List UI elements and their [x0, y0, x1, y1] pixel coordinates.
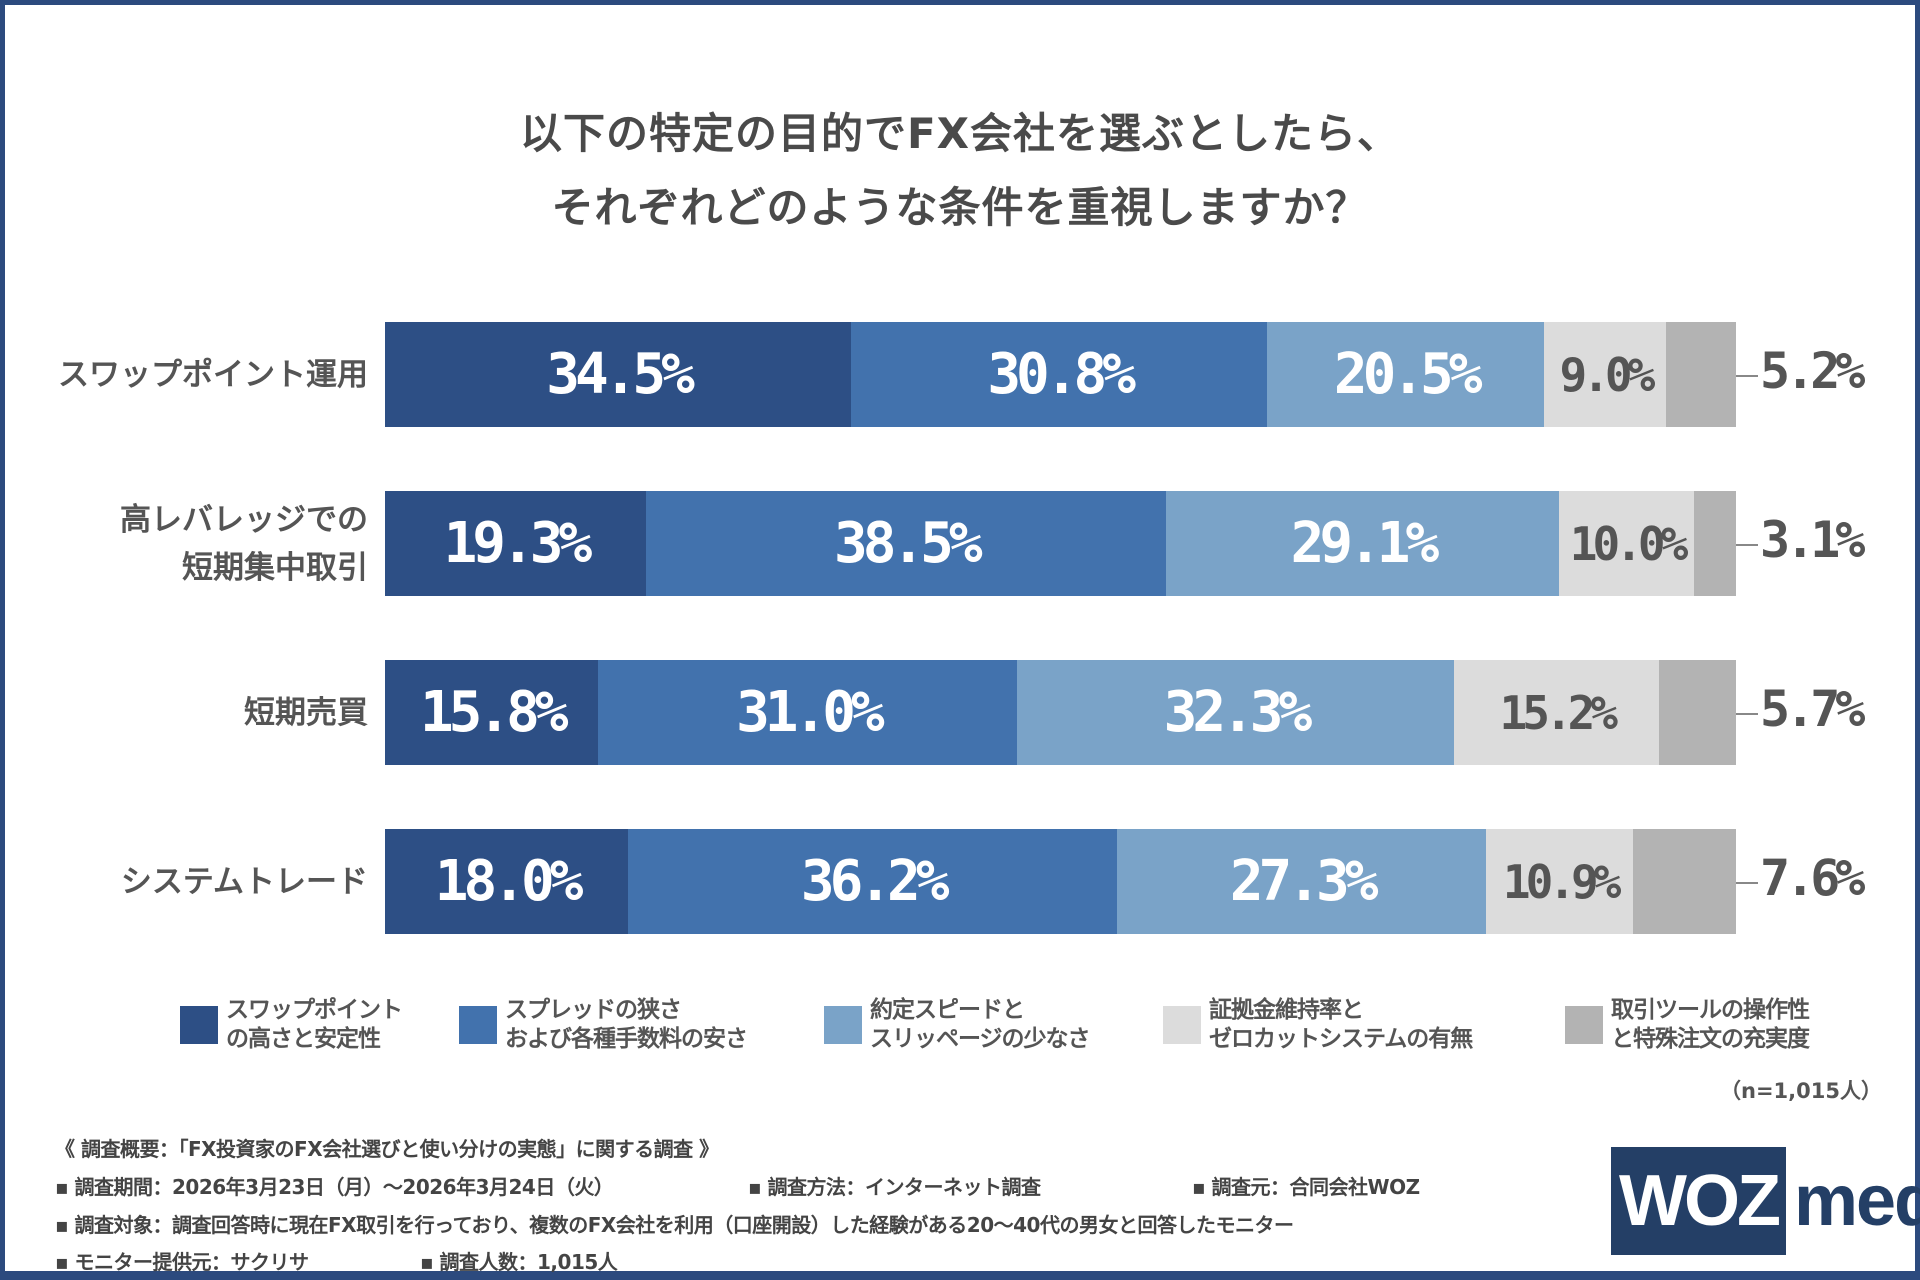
- woz-media-logo: WOZ media: [1611, 1147, 1920, 1255]
- bar-segment: 15.8%: [385, 660, 599, 765]
- bar-segment: 18.0%: [385, 829, 629, 934]
- legend-item: 証拠金維持率と ゼロカットシステムの有無: [1163, 996, 1558, 1054]
- category-label-line: 短期集中取引: [182, 549, 368, 586]
- category-label-line: 高レバレッジでの: [120, 501, 368, 538]
- bar-segment: [1633, 829, 1736, 934]
- survey-period: ▪ 調査期間：2026年3月23日（月）～2026年3月24日（火）: [55, 1175, 614, 1199]
- category-label: スワップポイント運用: [58, 351, 368, 399]
- survey-method: ▪ 調査方法：インターネット調査: [748, 1175, 1041, 1199]
- legend-swatch: [180, 1006, 218, 1044]
- legend-label: 約定スピードと スリッページの少なさ: [870, 997, 1091, 1052]
- legend-item: スプレッドの狭さ および各種手数料の安さ: [459, 996, 814, 1054]
- bar-segment: 20.5%: [1267, 322, 1545, 427]
- chart-title-line-2: それぞれどのような条件を重視しますか？: [551, 183, 1369, 232]
- legend-label: スワップポイント の高さと安定性: [226, 997, 403, 1052]
- category-label: 短期売買: [244, 689, 368, 737]
- category-label-line: 短期売買: [244, 694, 368, 731]
- leader-line: [1736, 712, 1758, 715]
- bar-segment: 34.5%: [385, 322, 852, 427]
- bar-segment: 19.3%: [385, 491, 646, 596]
- legend-item: 取引ツールの操作性 と特殊注文の充実度: [1565, 996, 1895, 1054]
- category-label: 高レバレッジでの短期集中取引: [120, 496, 368, 592]
- bar-segment: 9.0%: [1544, 322, 1666, 427]
- survey-target: ▪ 調査対象：調査回答時に現在FX取引を行っており、複数のFX会社を利用（口座開…: [55, 1213, 1294, 1237]
- leader-line: [1736, 543, 1758, 546]
- logo-woz: WOZ: [1611, 1147, 1786, 1255]
- survey-count: ▪ 調査人数：1,015人: [420, 1250, 618, 1274]
- bar-segment: 30.8%: [851, 322, 1268, 427]
- legend-item: スワップポイント の高さと安定性: [180, 996, 450, 1054]
- monitor-provider: ▪ モニター提供元：サクリサ: [55, 1250, 309, 1274]
- legend-swatch: [1565, 1006, 1603, 1044]
- legend-label: 取引ツールの操作性 と特殊注文の充実度: [1611, 997, 1810, 1052]
- bar-segment: 29.1%: [1165, 491, 1559, 596]
- survey-source: ▪ 調査元：合同会社WOZ: [1192, 1175, 1420, 1199]
- legend-label: スプレッドの狭さ および各種手数料の安さ: [505, 997, 748, 1052]
- bar-row: 18.0% 36.2% 27.3% 10.9%: [385, 829, 1736, 934]
- legend-swatch: [1163, 1006, 1201, 1044]
- category-label-line: システムトレード: [120, 863, 368, 900]
- bar-segment: [1665, 322, 1736, 427]
- data-label: 5.7%: [1760, 680, 1865, 738]
- bar-segment: 38.5%: [645, 491, 1166, 596]
- data-label: 7.6%: [1760, 849, 1865, 907]
- legend-swatch: [459, 1006, 497, 1044]
- bar-row: 19.3% 38.5% 29.1% 10.0%: [385, 491, 1736, 596]
- bar-segment: [1694, 491, 1736, 596]
- sample-size-note: （n=1,015人）: [1720, 1079, 1882, 1103]
- leader-line: [1736, 881, 1758, 884]
- legend-swatch: [824, 1006, 862, 1044]
- bar-segment: 36.2%: [628, 829, 1118, 934]
- bar-segment: 15.2%: [1453, 660, 1659, 765]
- survey-heading: 《 調査概要：「FX投資家のFX会社選びと使い分けの実態」に関する調査 》: [55, 1137, 719, 1161]
- legend-label: 証拠金維持率と ゼロカットシステムの有無: [1209, 997, 1473, 1052]
- bar-segment: 10.9%: [1486, 829, 1634, 934]
- bar-row: 15.8% 31.0% 32.3% 15.2%: [385, 660, 1736, 765]
- bar-segment: 10.0%: [1559, 491, 1695, 596]
- logo-media: media: [1793, 1161, 1920, 1241]
- leader-line: [1736, 374, 1758, 377]
- data-label: 5.2%: [1760, 342, 1865, 400]
- bar-segment: 32.3%: [1017, 660, 1454, 765]
- bar-segment: 27.3%: [1117, 829, 1487, 934]
- bar-segment: 31.0%: [598, 660, 1018, 765]
- bar-row: 34.5% 30.8% 20.5% 9.0%: [385, 322, 1736, 427]
- legend-item: 約定スピードと スリッページの少なさ: [824, 996, 1154, 1054]
- data-label: 3.1%: [1760, 511, 1865, 569]
- category-label-line: スワップポイント運用: [58, 356, 368, 393]
- bar-segment: [1658, 660, 1736, 765]
- category-label: システムトレード: [121, 858, 368, 906]
- chart-title-line-1: 以下の特定の目的でFX会社を選ぶとしたら、: [519, 109, 1401, 158]
